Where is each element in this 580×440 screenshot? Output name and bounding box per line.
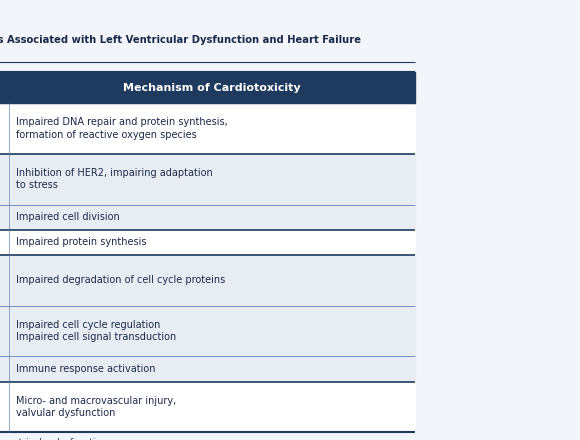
Text: Immune response activation: Immune response activation [16,364,155,374]
Text: Impaired protein synthesis: Impaired protein synthesis [16,238,146,247]
Bar [0,306,415,356]
Bar [0,31,418,64]
Text: Impaired cell division: Impaired cell division [16,212,119,222]
Bar [0,72,415,103]
Bar [0,64,415,72]
Bar [0,381,415,432]
Text: Mechanism of Cardiotoxicity: Mechanism of Cardiotoxicity [123,83,300,92]
Bar [0,255,415,306]
Bar [0,230,415,255]
Text: Inhibition of HER2, impairing adaptation
to stress: Inhibition of HER2, impairing adaptation… [16,168,212,191]
Bar [0,103,415,154]
Text: Table 1 Cancer Therapies Associated with Left Ventricular Dysfunction and Heart : Table 1 Cancer Therapies Associated with… [0,35,361,45]
Text: Micro- and macrovascular injury,
valvular dysfunction: Micro- and macrovascular injury, valvula… [16,396,176,418]
Text: Impaired cell cycle regulation
Impaired cell signal transduction: Impaired cell cycle regulation Impaired … [16,320,176,342]
Text: Impaired degradation of cell cycle proteins: Impaired degradation of cell cycle prote… [16,275,225,286]
Text: Impaired DNA repair and protein synthesis,
formation of reactive oxygen species: Impaired DNA repair and protein synthesi… [16,117,227,140]
Text: ; HF = heart failure; LVD = left ventricular dysfunction.: ; HF = heart failure; LVD = left ventric… [0,438,108,440]
Bar [0,356,415,381]
Bar [0,154,415,205]
Bar [0,205,415,230]
